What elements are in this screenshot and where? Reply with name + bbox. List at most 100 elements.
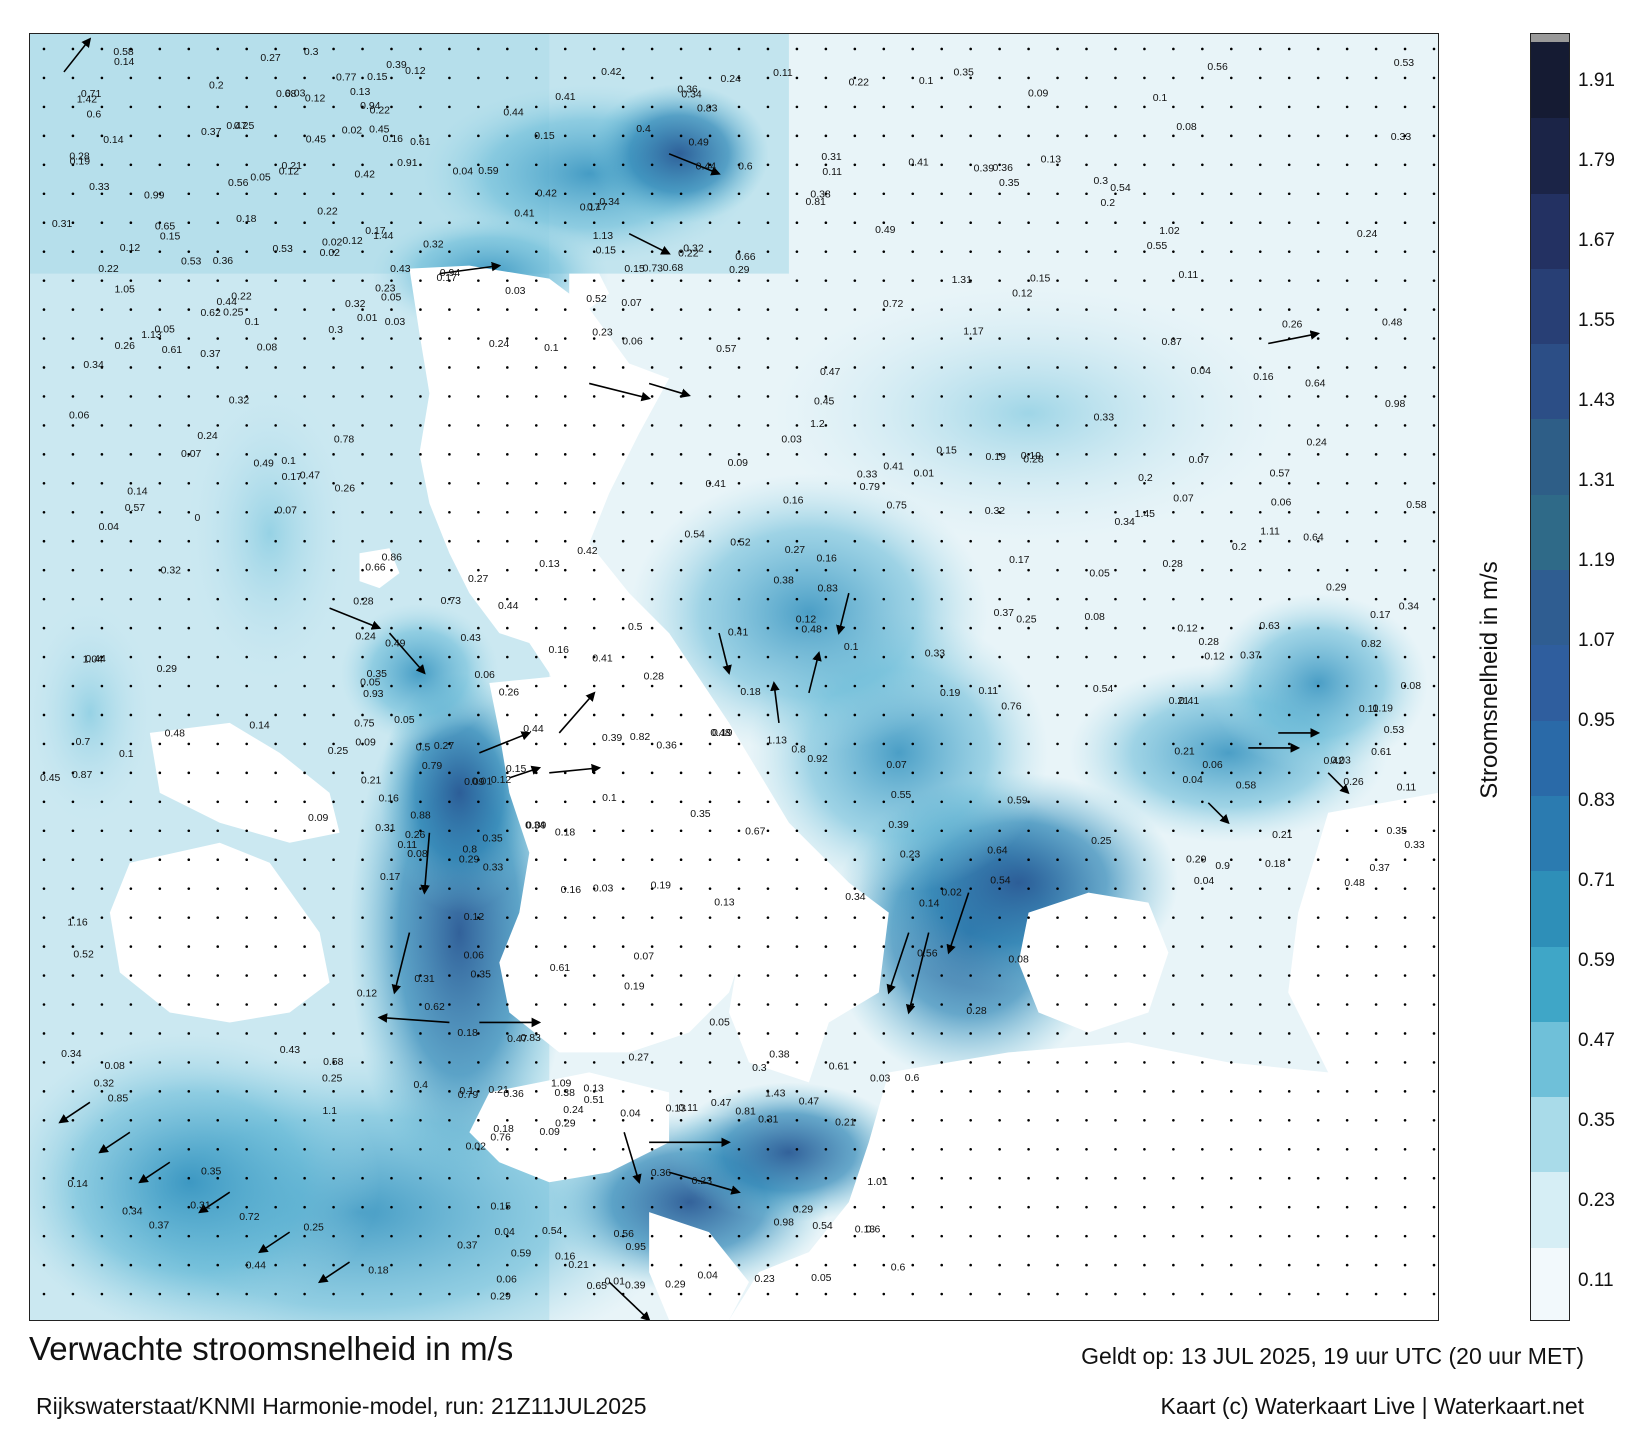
vector-dot — [940, 510, 944, 514]
vector-dot — [506, 308, 509, 311]
vector-dot — [882, 1292, 886, 1296]
vector-dot — [1316, 713, 1320, 717]
vector-dot — [1287, 829, 1291, 833]
vector-dot — [1432, 916, 1436, 919]
vector-dot — [737, 1119, 741, 1122]
vector-dot — [1316, 47, 1320, 51]
vector-dot — [969, 945, 972, 948]
vector-dot — [187, 510, 191, 514]
speed-value-label: 0.48 — [1382, 318, 1403, 329]
speed-value-label: 0.28 — [69, 151, 90, 162]
vector-dot — [448, 945, 451, 948]
current-arrow — [770, 681, 780, 724]
vector-dot — [390, 1090, 393, 1093]
speed-value-label: 0.05 — [1089, 569, 1110, 580]
vector-dot — [708, 684, 712, 688]
vector-dot — [679, 800, 683, 804]
vector-dot — [679, 626, 683, 630]
vector-dot — [158, 192, 162, 196]
vector-dot — [1056, 395, 1059, 398]
vector-dot — [419, 221, 422, 225]
speed-value-label: 0.22 — [678, 248, 699, 259]
vector-dot — [448, 424, 451, 427]
vector-dot — [42, 684, 46, 688]
speed-value-label: 1.13 — [593, 231, 614, 242]
vector-dot — [1056, 1263, 1059, 1267]
vector-dot — [361, 655, 364, 659]
vector-dot — [1027, 829, 1030, 833]
vector-dot — [882, 684, 886, 688]
speed-value-label: 0.12 — [1177, 623, 1198, 634]
speed-value-label: 0.19 — [624, 982, 645, 993]
vector-dot — [71, 626, 75, 630]
vector-dot — [853, 1205, 857, 1209]
vector-dot — [506, 1292, 509, 1296]
vector-dot — [563, 134, 567, 138]
vector-dot — [1374, 684, 1378, 688]
vector-dot — [708, 250, 712, 253]
speed-value-label: 0.31 — [52, 219, 73, 230]
vector-dot — [1258, 105, 1262, 109]
vector-dot — [506, 163, 509, 167]
vector-dot — [1258, 568, 1262, 572]
speed-value-label: 1.2 — [810, 419, 825, 430]
vector-dot — [332, 105, 335, 109]
vector-dot — [448, 47, 451, 51]
speed-value-label: 0.66 — [365, 563, 386, 574]
vector-dot — [940, 1032, 944, 1035]
vector-dot — [1345, 482, 1349, 485]
vector-dot — [940, 47, 944, 51]
vector-dot — [274, 655, 277, 659]
speed-value-label: 0.83 — [817, 584, 838, 595]
vector-dot — [71, 597, 75, 601]
vector-dot — [216, 1119, 220, 1122]
vector-dot — [795, 47, 799, 51]
speed-value-label: 0.03 — [781, 434, 802, 445]
vector-dot — [998, 424, 1001, 427]
vector-dot — [853, 858, 857, 862]
vector-dot — [1143, 279, 1146, 282]
vector-dot — [1258, 1263, 1262, 1267]
land-east — [1018, 892, 1169, 1033]
speed-value-label: 0.18 — [740, 687, 761, 698]
vector-dot — [824, 1061, 828, 1064]
vector-dot — [42, 800, 46, 804]
speed-value-label: 0.45 — [369, 125, 390, 136]
vector-dot — [650, 742, 654, 746]
vector-dot — [1432, 655, 1436, 659]
vector-dot — [911, 887, 915, 890]
vector-dot — [1027, 337, 1030, 340]
vector-dot — [71, 684, 75, 688]
vector-dot — [795, 163, 799, 167]
vector-dot — [621, 221, 625, 225]
vector-dot — [911, 945, 915, 948]
vector-dot — [1229, 424, 1233, 427]
vector-dot — [795, 1176, 799, 1180]
vector-dot — [1056, 771, 1059, 775]
vector-dot — [534, 597, 538, 601]
vector-dot — [1374, 568, 1378, 572]
vector-dot — [679, 568, 683, 572]
speed-value-label: 0.76 — [1001, 702, 1022, 713]
vector-dot — [737, 1176, 741, 1180]
speed-value-label: 0.41 — [592, 654, 613, 665]
vector-dot — [1316, 887, 1320, 890]
speed-value-label: 0.44 — [217, 297, 238, 308]
vector-dot — [766, 76, 770, 80]
vector-dot — [506, 1003, 509, 1006]
vector-dot — [42, 1205, 46, 1209]
speed-value-label: 0.29 — [793, 1204, 814, 1215]
colorbar-tick-label: 0.83 — [1578, 790, 1615, 811]
speed-value-label: 0.26 — [335, 484, 356, 495]
vector-dot — [853, 887, 857, 890]
vector-dot — [1287, 221, 1291, 225]
vector-dot — [303, 713, 306, 717]
vector-dot — [1258, 539, 1262, 543]
vector-dot — [534, 510, 538, 514]
vector-dot — [187, 250, 191, 253]
vector-dot — [419, 568, 422, 572]
current-arrow — [668, 1171, 741, 1195]
vector-dot — [361, 134, 364, 138]
vector-dot — [1374, 829, 1378, 833]
vector-dot — [1172, 221, 1175, 225]
